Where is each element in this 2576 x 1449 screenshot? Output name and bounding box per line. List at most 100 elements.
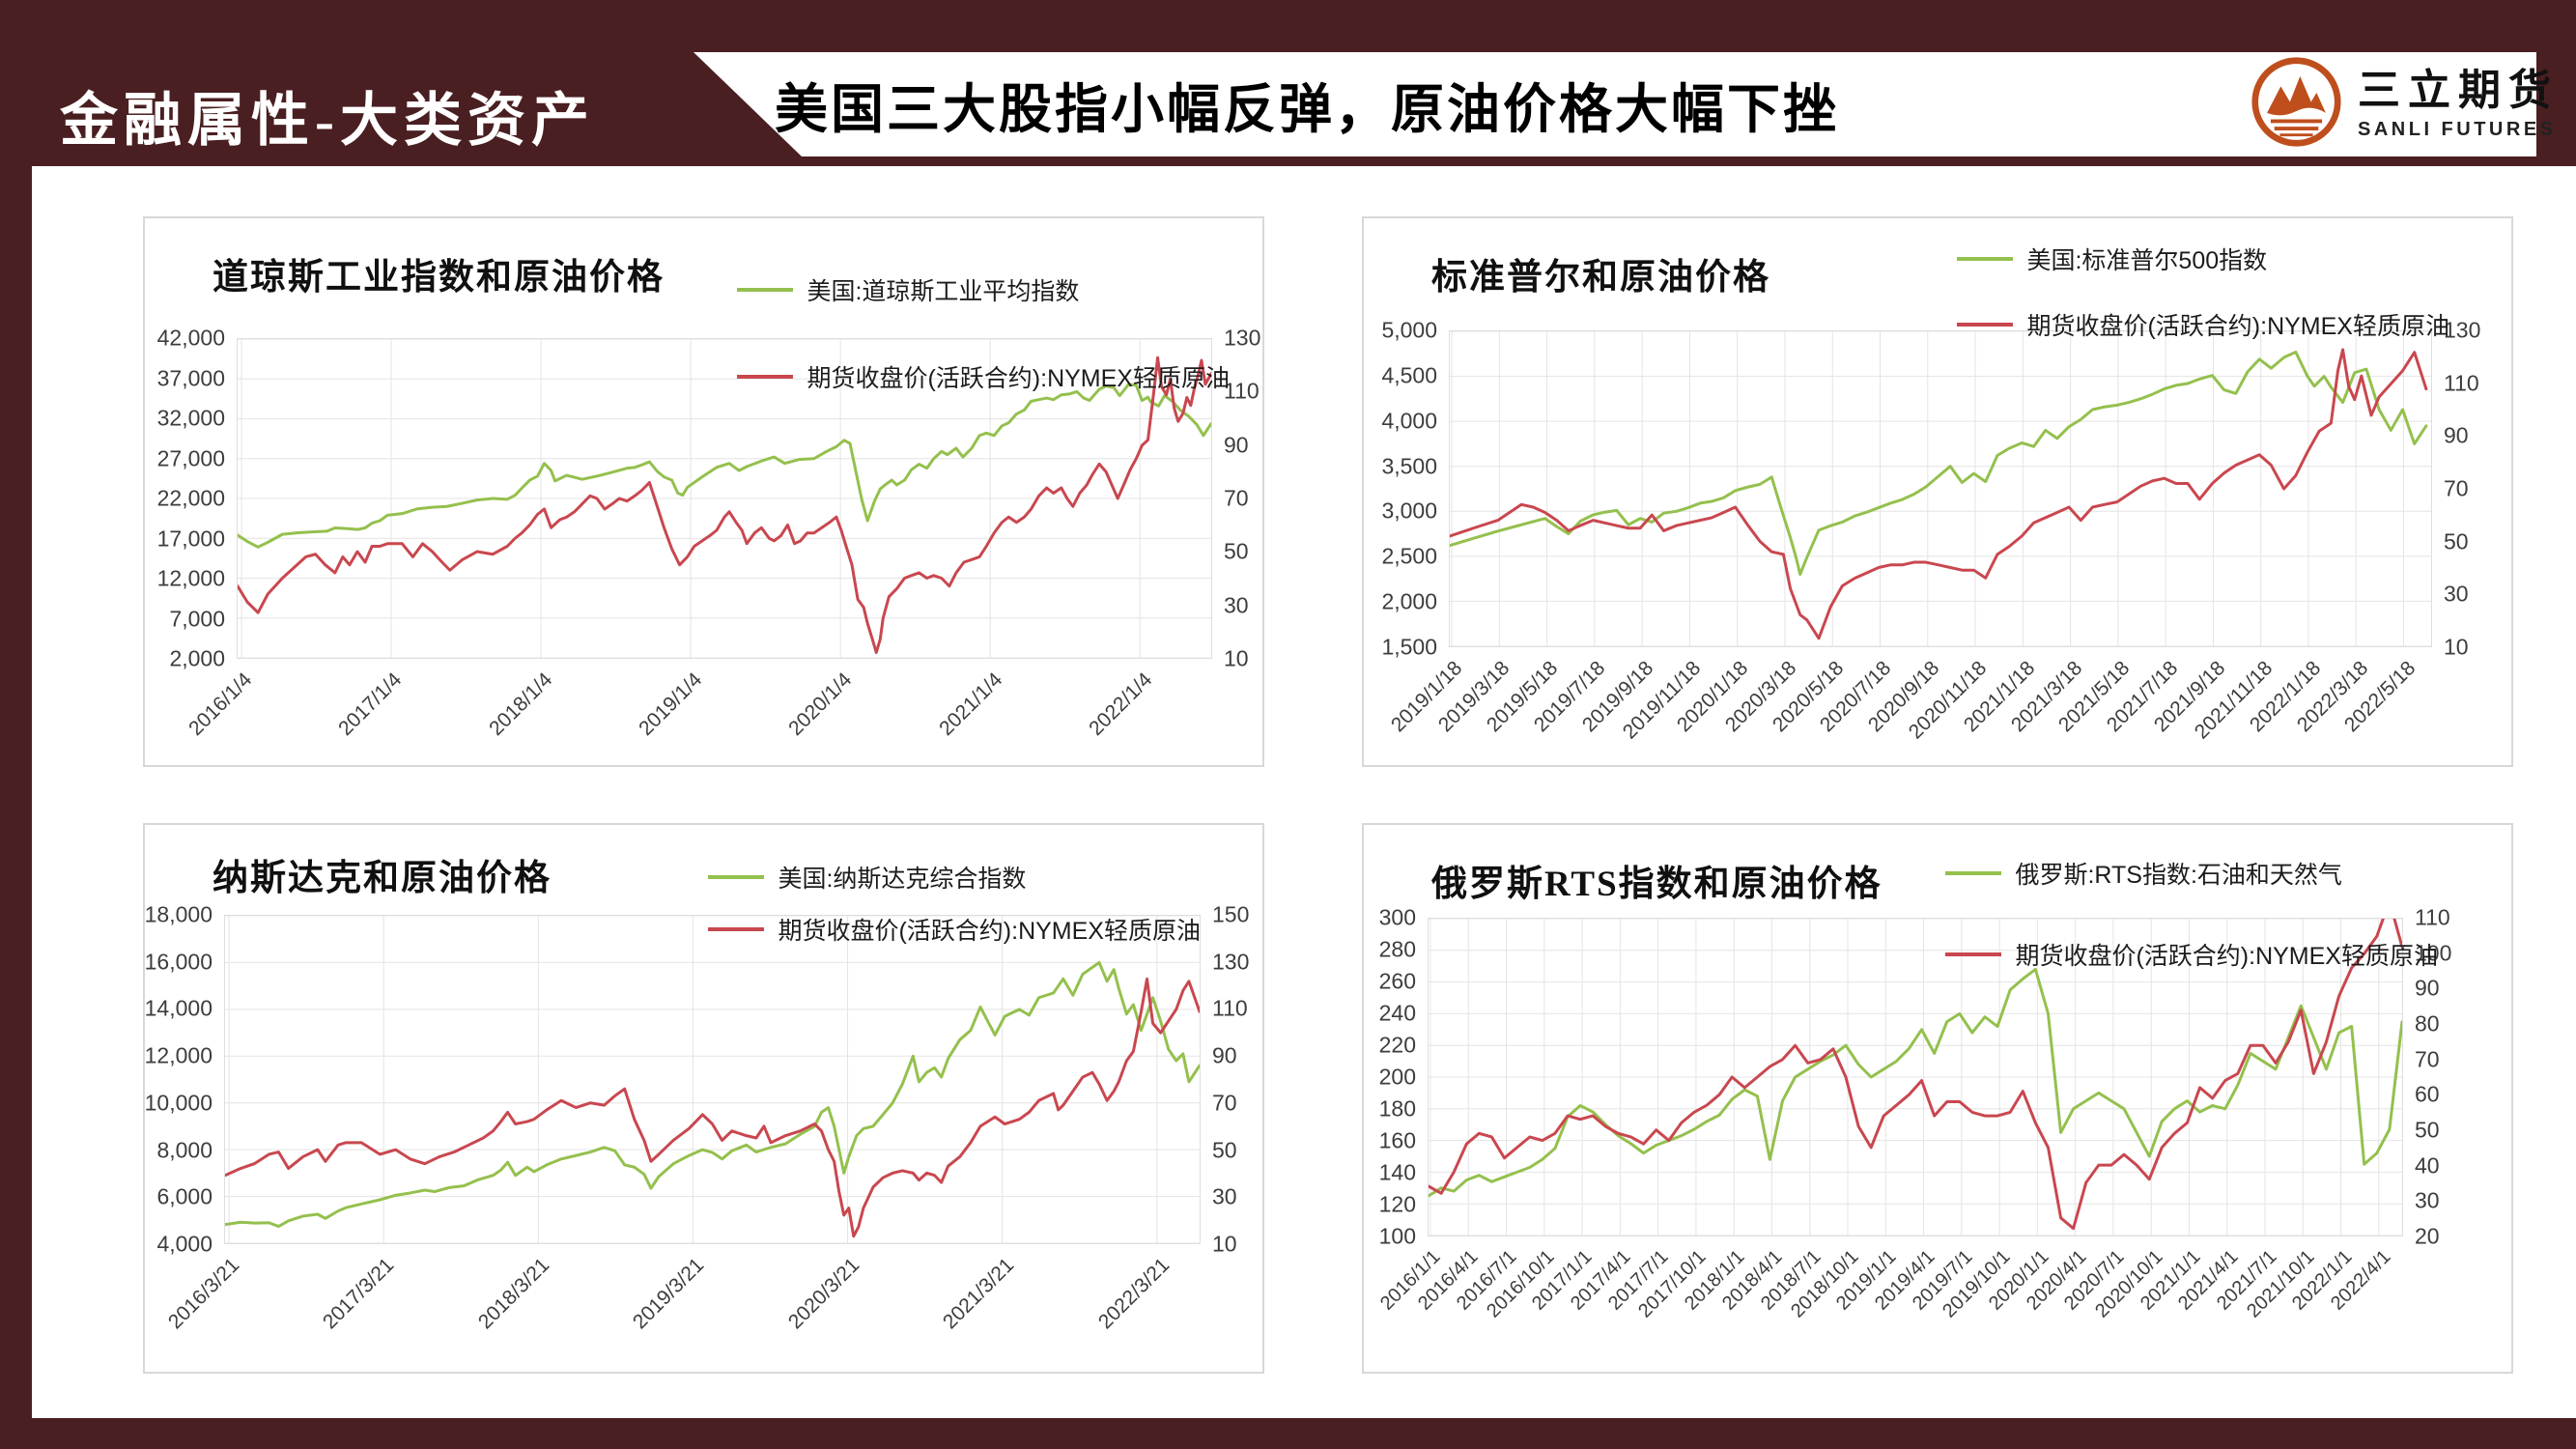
brand-text: 三立期货 SANLI FUTURES (2358, 67, 2559, 140)
legend-line-swatch (737, 288, 794, 292)
right-axis-tick-label: 150 (1212, 901, 1250, 927)
left-axis: 18,000 16,000 14,000 12,000 10,000 8,000 6,000… (144, 902, 224, 1257)
left-axis-tick-label: 32,000 (156, 405, 225, 431)
chart-area: 42,000 37,000 32,000 27,000 22,000 17,000 12,0… (145, 218, 1262, 765)
line-series (225, 962, 1200, 1226)
left-axis-tick-label: 12,000 (156, 565, 225, 591)
plot-area (237, 338, 1212, 659)
right-axis-tick-label: 70 (1224, 485, 1249, 511)
brand-name-cn: 三立期货 (2358, 67, 2559, 115)
x-axis: 2016/3/21 2017/3/21 2018/3/21 2019/3/21 2020… (164, 1244, 1201, 1372)
line-series (1429, 919, 2402, 1229)
x-axis-tick-label: 2022/1/4 (1085, 668, 1157, 741)
left-axis-tick-label: 100 (1378, 1223, 1416, 1249)
x-axis-tick-label: 2018/1/4 (484, 668, 556, 741)
left-axis-tick-label: 2,000 (169, 645, 225, 671)
chart-legend: 美国:标准普尔500指数期货收盘价(活跃合约):NYMEX轻质原油 (1957, 242, 2449, 342)
chart-legend: 美国:道琼斯工业平均指数期货收盘价(活跃合约):NYMEX轻质原油 (737, 272, 1230, 394)
chart-panel-nasdaq-and-oil: 纳斯达克和原油价格 美国:纳斯达克综合指数期货收盘价(活跃合约):NYMEX轻质… (143, 823, 1264, 1374)
legend-label: 美国:纳斯达克综合指数 (778, 866, 1027, 893)
x-axis-tick-label: 2019/1/4 (635, 668, 707, 741)
legend-item: 期货收盘价(活跃合约):NYMEX轻质原油 (708, 912, 1201, 947)
brand-logo: 三立期货 SANLI FUTURES (2250, 57, 2559, 151)
legend-label: 美国:道琼斯工业平均指数 (807, 278, 1080, 305)
left-axis-tick-label: 17,000 (156, 526, 225, 551)
right-axis-tick-label: 130 (1212, 949, 1250, 975)
right-axis-tick-label: 110 (1212, 995, 1248, 1021)
left-axis-tick-label: 180 (1378, 1095, 1416, 1122)
plot-area (224, 915, 1201, 1244)
left-axis-tick-label: 27,000 (156, 445, 225, 470)
legend-line-swatch (1957, 323, 2014, 327)
chart-legend: 俄罗斯:RTS指数:石油和天然气期货收盘价(活跃合约):NYMEX轻质原油 (1945, 856, 2438, 972)
right-axis-tick-label: 60 (2415, 1081, 2440, 1107)
left-axis-tick-label: 140 (1378, 1159, 1416, 1185)
left-axis-tick-label: 37,000 (156, 365, 225, 390)
right-axis-tick-label: 110 (2444, 370, 2479, 396)
legend-label: 期货收盘价(活跃合约):NYMEX轻质原油 (807, 365, 1230, 392)
left-axis-tick-label: 2,000 (1381, 588, 1437, 614)
x-axis-tick-label: 2020/1/4 (784, 668, 857, 741)
right-axis-tick-label: 30 (1212, 1183, 1237, 1209)
right-axis: 130 110 90 70 50 30 10 (2432, 318, 2511, 660)
left-axis-tick-label: 10,000 (144, 1090, 212, 1116)
right-axis-tick-label: 30 (2415, 1187, 2440, 1213)
right-axis-tick-label: 80 (2415, 1010, 2440, 1037)
legend-item: 美国:道琼斯工业平均指数 (737, 272, 1230, 307)
right-axis-tick-label: 10 (1212, 1231, 1237, 1257)
line-series (1450, 352, 2426, 574)
brand-name-en: SANLI FUTURES (2358, 118, 2557, 140)
line-series (1450, 350, 2426, 639)
left-axis-tick-label: 3,000 (1381, 497, 1437, 524)
legend-item: 期货收盘价(活跃合约):NYMEX轻质原油 (1945, 937, 2438, 972)
right-axis-tick-label: 30 (2444, 581, 2469, 607)
left-axis-tick-label: 220 (1378, 1032, 1416, 1058)
chart-panel-sp500-and-oil: 标准普尔和原油价格 美国:标准普尔500指数期货收盘价(活跃合约):NYMEX轻… (1362, 216, 2513, 767)
plot-area (1428, 918, 2403, 1236)
left-axis: 42,000 37,000 32,000 27,000 22,000 17,000 12,0… (145, 326, 237, 671)
legend-item: 期货收盘价(活跃合约):NYMEX轻质原油 (1957, 307, 2449, 342)
line-chart-svg (225, 916, 1200, 1243)
x-axis-tick-label: 2017/1/4 (334, 668, 407, 741)
legend-item: 俄罗斯:RTS指数:石油和天然气 (1945, 856, 2438, 891)
right-axis-tick-label: 10 (1224, 645, 1249, 671)
right-axis-tick-label: 50 (2415, 1117, 2440, 1143)
chart-title: 俄罗斯RTS指数和原油价格 (1431, 865, 1882, 904)
x-axis-tick-label: 2022/3/21 (1093, 1254, 1174, 1334)
legend-line-swatch (708, 875, 765, 879)
right-axis-tick-label: 50 (1212, 1137, 1237, 1163)
section-label: 金融属性-大类资产 (60, 89, 595, 153)
left-axis-tick-label: 6,000 (156, 1183, 212, 1209)
left-axis-tick-label: 260 (1378, 968, 1416, 994)
legend-line-swatch (708, 927, 765, 931)
left-axis: 300 280 260 240 220 200 180 160 140 120 100 (1364, 905, 1428, 1249)
left-axis-tick-label: 42,000 (156, 325, 225, 351)
left-axis-tick-label: 2,500 (1381, 543, 1437, 569)
right-axis-tick-label: 50 (1224, 538, 1249, 564)
line-chart-svg (1450, 331, 2431, 646)
line-series (238, 384, 1211, 547)
left-axis-tick-label: 4,000 (1381, 408, 1437, 434)
right-axis-tick-label: 90 (1224, 432, 1249, 458)
right-axis-tick-label: 20 (2415, 1223, 2440, 1249)
chart-title: 纳斯达克和原油价格 (212, 859, 552, 898)
line-series (225, 979, 1200, 1236)
left-axis-tick-label: 280 (1378, 936, 1416, 962)
x-axis-tick-label: 2016/1/4 (184, 668, 257, 741)
left-axis-tick-label: 120 (1378, 1191, 1416, 1217)
legend-label: 俄罗斯:RTS指数:石油和天然气 (2015, 862, 2342, 889)
right-axis-tick-label: 70 (2415, 1046, 2440, 1072)
legend-item: 美国:标准普尔500指数 (1957, 242, 2449, 276)
right-axis: 130 110 90 70 50 30 10 (1212, 326, 1262, 671)
slide-title: 美国三大股指小幅反弹，原油价格大幅下挫 (775, 80, 1840, 139)
left-axis-tick-label: 8,000 (156, 1137, 212, 1163)
x-axis-tick-label: 2019/3/21 (629, 1254, 709, 1334)
left-axis-tick-label: 14,000 (144, 995, 212, 1021)
legend-item: 期货收盘价(活跃合约):NYMEX轻质原油 (737, 359, 1230, 394)
left-axis-tick-label: 5,000 (1381, 317, 1437, 343)
legend-label: 美国:标准普尔500指数 (2026, 247, 2268, 274)
legend-line-swatch (1957, 257, 2014, 261)
left-axis-tick-label: 4,500 (1381, 362, 1437, 388)
chart-title: 标准普尔和原油价格 (1431, 258, 1770, 298)
